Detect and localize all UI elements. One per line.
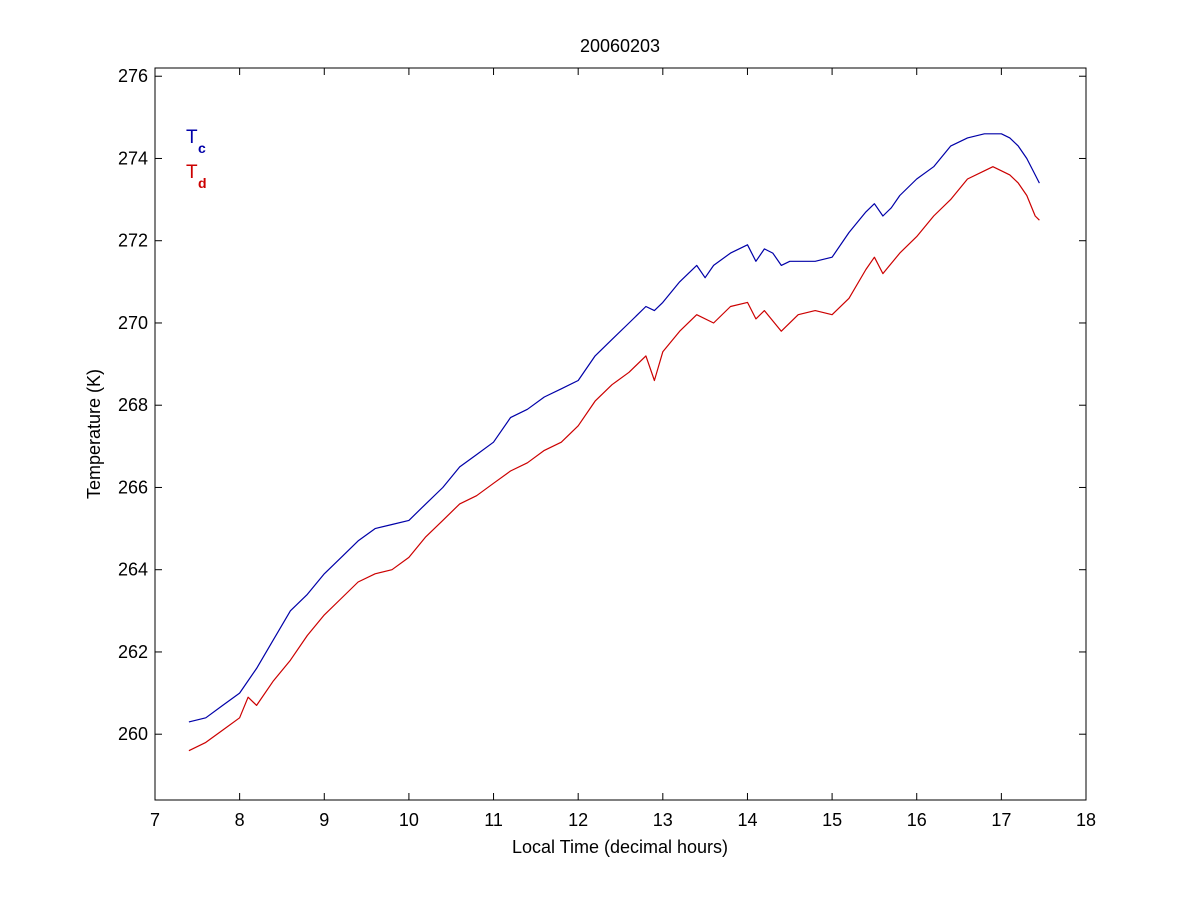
x-tick-label: 17 [991,810,1011,830]
x-tick-label: 8 [235,810,245,830]
axes: 7 8 9 10 11 12 13 14 15 16 17 18 260 262 264 266 268 270 2… [118,66,1096,830]
x-tick-label: 9 [319,810,329,830]
x-tick-label: 10 [399,810,419,830]
x-tick-label: 14 [737,810,757,830]
legend-label-subscript: c [198,140,206,156]
legend-label: T [186,162,198,183]
x-axis-label: Local Time (decimal hours) [512,837,728,857]
legend-label: T [186,127,198,148]
y-axis-label: Temperature (K) [84,369,104,499]
plot-frame [154,67,1087,801]
y-tick-label: 276 [118,66,148,86]
series-line-Tc [188,133,1040,723]
x-tick-label: 11 [484,810,503,830]
x-tick-label: 15 [822,810,842,830]
x-tick-label: 13 [653,810,673,830]
y-tick-label: 264 [118,560,148,580]
x-tick-label: 12 [568,810,588,830]
series-lines [188,133,1040,752]
chart-title: 20060203 [580,36,660,56]
x-tick-label: 18 [1076,810,1096,830]
y-tick-label: 260 [118,724,148,744]
y-tick-label: 262 [118,642,148,662]
y-tick-label: 274 [118,148,148,168]
y-tick-label: 266 [118,477,148,497]
series-line-Td [188,166,1040,752]
x-tick-label: 7 [150,810,160,830]
legend-label-subscript: d [198,175,207,191]
y-tick-label: 268 [118,395,148,415]
y-tick-label: 270 [118,313,148,333]
y-tick-label: 272 [118,231,148,251]
x-tick-label: 16 [907,810,927,830]
